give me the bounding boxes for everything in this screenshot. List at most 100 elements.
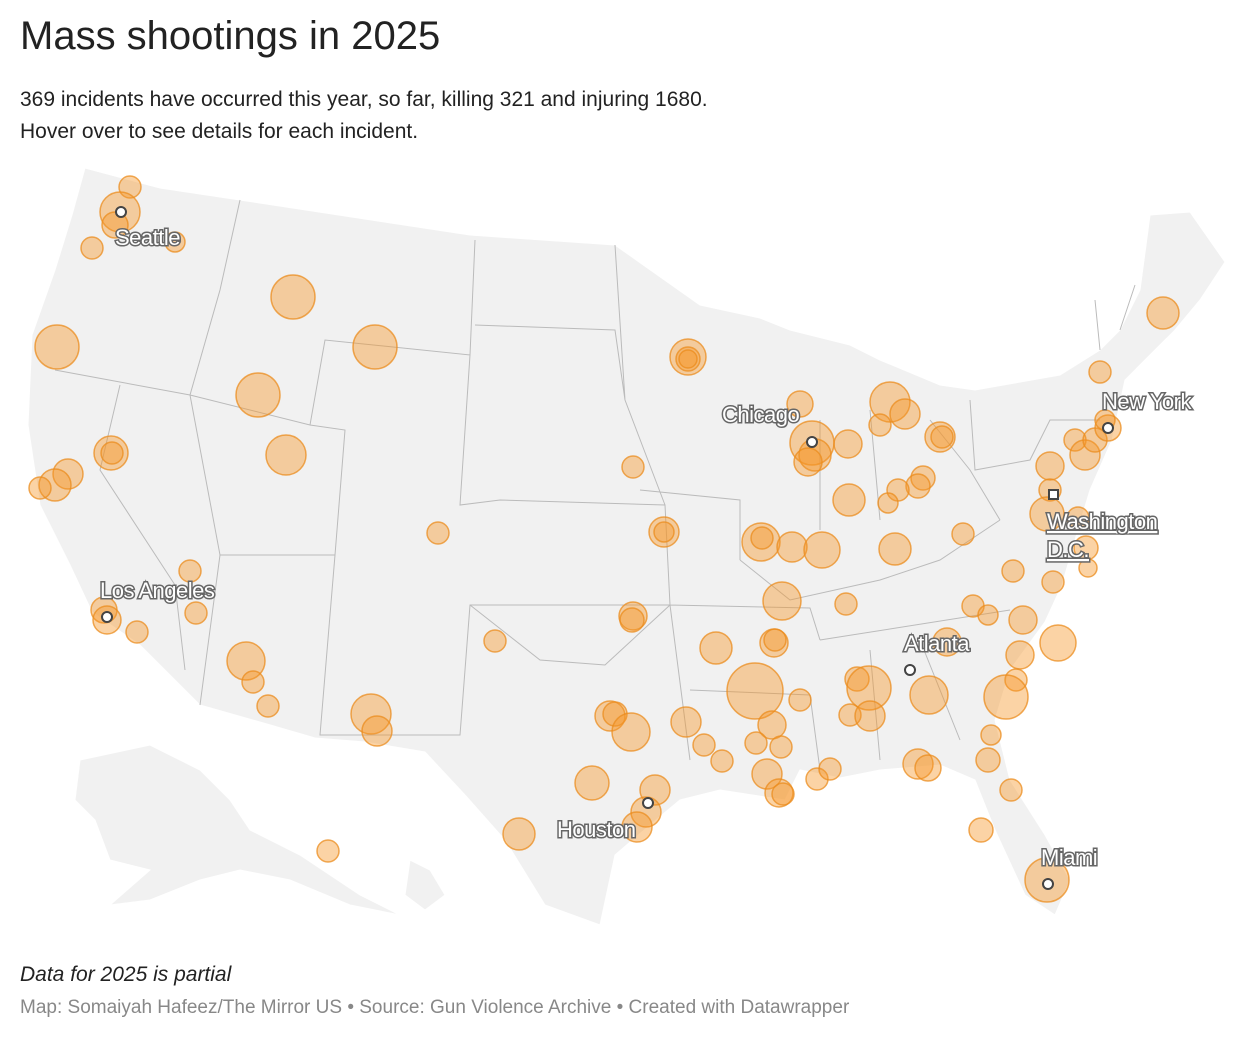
incident-bubble[interactable] [184, 601, 208, 625]
incident-bubble[interactable] [788, 688, 812, 712]
incident-bubble[interactable] [1004, 668, 1028, 692]
incident-bubble[interactable] [34, 324, 80, 370]
incident-bubble[interactable] [975, 747, 1001, 773]
incident-bubble[interactable] [757, 710, 787, 740]
incident-bubble[interactable] [699, 631, 733, 665]
incident-bubble[interactable] [256, 694, 280, 718]
incident-bubble[interactable] [265, 434, 307, 476]
incident-bubble[interactable] [678, 349, 698, 369]
incident-bubble[interactable] [1029, 496, 1065, 532]
incident-bubble[interactable] [502, 817, 536, 851]
city-label: Atlanta [904, 631, 970, 656]
incident-bubble[interactable] [803, 531, 841, 569]
incident-bubble[interactable] [574, 765, 610, 801]
incident-bubble[interactable] [980, 724, 1002, 746]
incident-bubble[interactable] [226, 641, 266, 681]
incident-bubble[interactable] [905, 473, 931, 499]
incident-bubble[interactable] [594, 700, 626, 732]
incident-bubble[interactable] [621, 811, 653, 843]
incident-bubble[interactable] [846, 665, 892, 711]
incident-bubble[interactable] [999, 778, 1023, 802]
incident-bubble[interactable] [1041, 570, 1065, 594]
incident-bubble[interactable] [914, 754, 942, 782]
incident-bubble[interactable] [1073, 535, 1099, 561]
incident-bubble[interactable] [316, 839, 340, 863]
city-label: Seattle [115, 225, 180, 250]
city-dot [1102, 422, 1114, 434]
incident-bubble[interactable] [834, 592, 858, 616]
city-label: Los Angeles [100, 578, 215, 603]
incident-bubble[interactable] [361, 715, 393, 747]
incident-bubble[interactable] [235, 372, 281, 418]
incident-bubble[interactable] [241, 670, 265, 694]
city-dot [1042, 878, 1054, 890]
incident-bubble[interactable] [1146, 296, 1180, 330]
incident-bubble[interactable] [833, 429, 863, 459]
incident-bubble[interactable] [750, 526, 774, 550]
incident-bubble[interactable] [932, 627, 962, 657]
incident-bubble[interactable] [726, 662, 784, 720]
incident-bubble[interactable] [909, 675, 949, 715]
incident-bubble[interactable] [769, 735, 793, 759]
incident-bubble[interactable] [80, 236, 104, 260]
incident-bubble[interactable] [426, 521, 450, 545]
incident-bubble[interactable] [741, 522, 781, 562]
incident-bubble[interactable] [968, 817, 994, 843]
incident-bubble[interactable] [818, 757, 842, 781]
incident-bubble[interactable] [878, 532, 912, 566]
incident-bubble[interactable] [983, 674, 1029, 720]
incident-bubble[interactable] [977, 604, 999, 626]
incident-bubble[interactable] [1005, 640, 1035, 670]
incident-bubble[interactable] [930, 425, 954, 449]
incident-bubble[interactable] [1078, 558, 1098, 578]
incident-bubble[interactable] [483, 629, 507, 653]
incident-bubble[interactable] [611, 712, 651, 752]
incident-bubble[interactable] [619, 607, 645, 633]
incident-bubble[interactable] [352, 324, 398, 370]
incident-bubble[interactable] [844, 666, 870, 692]
incident-bubble[interactable] [1088, 360, 1112, 384]
incident-bubble[interactable] [832, 483, 866, 517]
incident-bubble[interactable] [902, 748, 934, 780]
subtitle: 369 incidents have occurred this year, s… [20, 88, 708, 111]
incident-bubble[interactable] [877, 492, 899, 514]
incident-bubble[interactable] [270, 274, 316, 320]
incident-bubble[interactable] [776, 531, 808, 563]
incident-bubble[interactable] [178, 559, 202, 583]
incident-bubble[interactable] [910, 465, 936, 491]
incident-bubble[interactable] [670, 706, 702, 738]
incident-bubble[interactable] [38, 468, 72, 502]
incident-bubble[interactable] [710, 749, 734, 773]
incident-bubble[interactable] [1001, 559, 1025, 583]
incident-bubble[interactable] [889, 398, 921, 430]
land [27, 167, 1226, 926]
incident-bubble[interactable] [951, 522, 975, 546]
incident-bubble[interactable] [1066, 506, 1090, 530]
incident-bubble[interactable] [744, 731, 768, 755]
incident-bubble[interactable] [771, 782, 795, 806]
incident-bubble[interactable] [100, 441, 124, 465]
incident-bubble[interactable] [125, 620, 149, 644]
incident-bubble[interactable] [805, 767, 829, 791]
incident-bubble[interactable] [653, 521, 675, 543]
incident-bubble[interactable] [793, 447, 823, 477]
incident-bubble[interactable] [1039, 624, 1077, 662]
incident-bubble[interactable] [762, 581, 802, 621]
incident-bubble[interactable] [1069, 439, 1101, 471]
incident-bubble[interactable] [28, 476, 52, 500]
incident-bubble[interactable] [621, 455, 645, 479]
incident-bubble[interactable] [924, 421, 956, 453]
incident-bubble[interactable] [1008, 605, 1038, 635]
incident-bubble[interactable] [868, 413, 892, 437]
incident-bubble[interactable] [764, 778, 794, 808]
incident-bubble[interactable] [751, 758, 783, 790]
incident-bubble[interactable] [350, 693, 392, 735]
incident-bubble[interactable] [1035, 451, 1065, 481]
incident-bubble[interactable] [52, 458, 84, 490]
incident-bubble[interactable] [763, 628, 787, 652]
city-dot [115, 206, 127, 218]
incident-bubble[interactable] [786, 390, 814, 418]
incident-bubble[interactable] [854, 700, 886, 732]
incident-bubble[interactable] [692, 733, 716, 757]
incident-bubble[interactable] [164, 231, 186, 253]
